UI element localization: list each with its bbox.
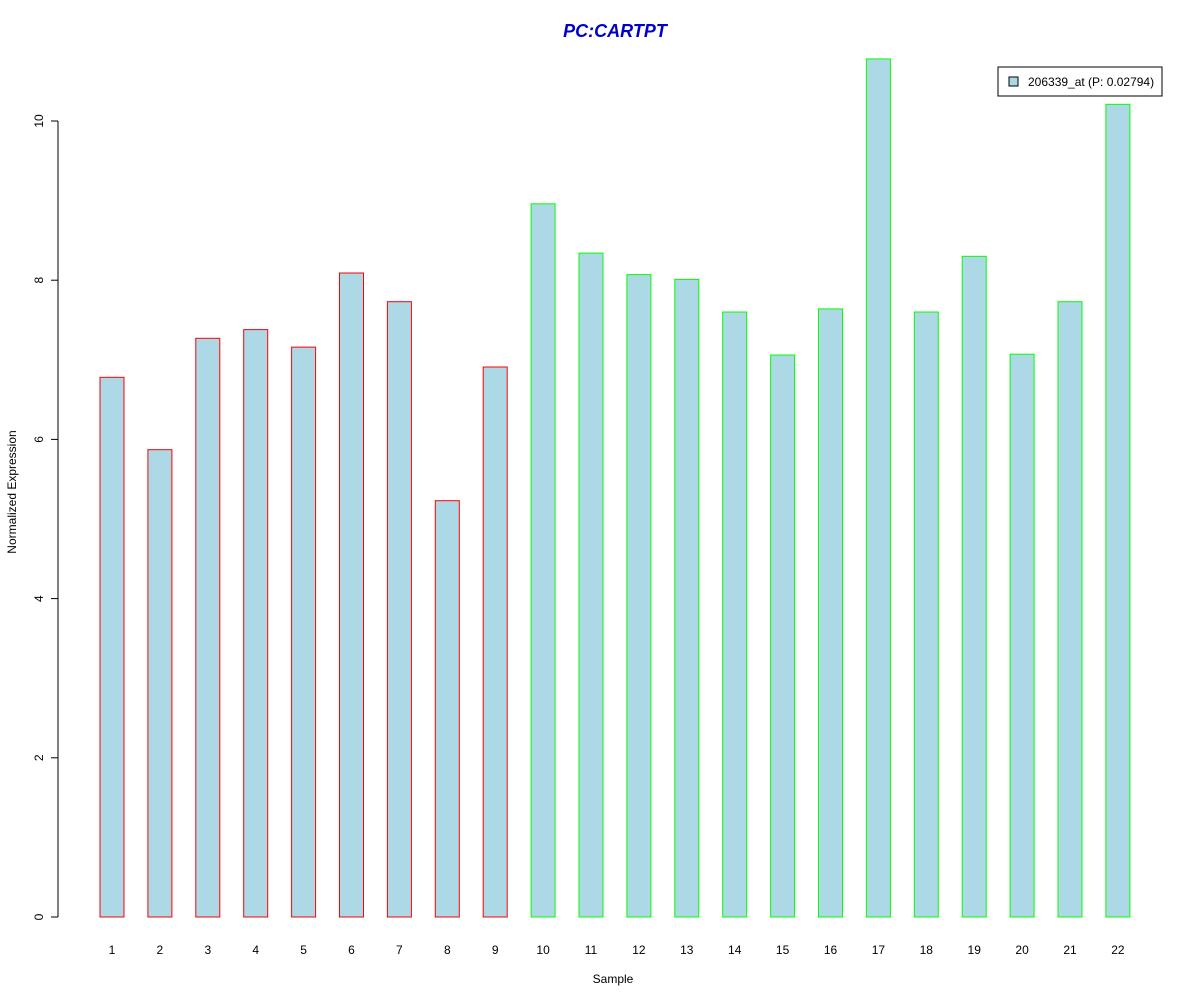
y-tick-label: 4 [32, 595, 46, 602]
bar-sample-3 [195, 337, 221, 918]
y-axis: 0 2 4 6 8 10 [32, 114, 59, 920]
y-tick-label: 0 [32, 913, 46, 920]
bar-sample-10 [530, 203, 556, 918]
bar-sample-6 [339, 272, 364, 918]
x-tick-label: 15 [776, 943, 790, 957]
bar-sample-22 [1105, 103, 1131, 918]
bar-sample-16 [818, 308, 843, 918]
x-tick-label: 7 [396, 943, 403, 957]
legend-box [997, 66, 1163, 97]
x-tick-labels: 1 2 3 4 5 6 7 8 9 10 11 12 13 14 15 16 17 18 19 20 21 22 [109, 943, 1125, 957]
bar-sample-5 [291, 346, 317, 918]
x-tick-label: 9 [492, 943, 499, 957]
x-tick-label: 20 [1015, 943, 1029, 957]
x-tick-label: 3 [204, 943, 211, 957]
x-tick-label: 1 [109, 943, 116, 957]
x-axis-label: Sample [593, 972, 634, 986]
bar-sample-19 [961, 255, 987, 918]
x-tick-label: 16 [824, 943, 838, 957]
x-tick-label: 18 [920, 943, 934, 957]
x-tick-label: 13 [680, 943, 694, 957]
y-axis-label: Normalized Expression [5, 430, 19, 553]
x-tick-label: 6 [348, 943, 355, 957]
x-tick-label: 19 [968, 943, 982, 957]
chart-title: PC:CARTPT [563, 21, 669, 41]
bar-sample-7 [386, 301, 412, 918]
x-tick-label: 14 [728, 943, 742, 957]
x-tick-label: 12 [632, 943, 646, 957]
x-tick-label: 17 [872, 943, 886, 957]
bar-sample-4 [243, 329, 269, 918]
x-tick-label: 10 [536, 943, 550, 957]
x-tick-label: 21 [1063, 943, 1077, 957]
x-tick-label: 2 [157, 943, 164, 957]
bar-sample-1 [99, 376, 125, 918]
x-tick-label: 8 [444, 943, 451, 957]
bar-sample-8 [434, 500, 460, 918]
bar-sample-18 [913, 311, 939, 918]
bar-sample-15 [770, 354, 796, 918]
legend-label: 206339_at (P: 0.02794) [1028, 75, 1154, 89]
bar-sample-11 [578, 252, 604, 918]
bar-sample-20 [1009, 353, 1035, 918]
bar-sample-14 [722, 311, 748, 918]
legend-swatch [1008, 76, 1019, 87]
legend: 206339_at (P: 0.02794) [997, 66, 1163, 97]
y-tick-label: 10 [32, 114, 46, 128]
x-tick-label: 4 [252, 943, 259, 957]
bars [99, 58, 1131, 918]
y-tick-label: 8 [32, 277, 46, 284]
x-tick-label: 11 [585, 943, 598, 957]
x-tick-label: 5 [300, 943, 307, 957]
bar-sample-13 [674, 278, 700, 918]
bar-sample-17 [865, 58, 891, 918]
bar-sample-9 [482, 366, 508, 918]
bar-sample-2 [147, 449, 173, 918]
y-tick-label: 2 [32, 754, 46, 761]
bar-sample-21 [1057, 301, 1083, 918]
x-tick-label: 22 [1111, 943, 1125, 957]
bar-sample-12 [626, 274, 652, 918]
y-tick-label: 6 [32, 436, 46, 443]
